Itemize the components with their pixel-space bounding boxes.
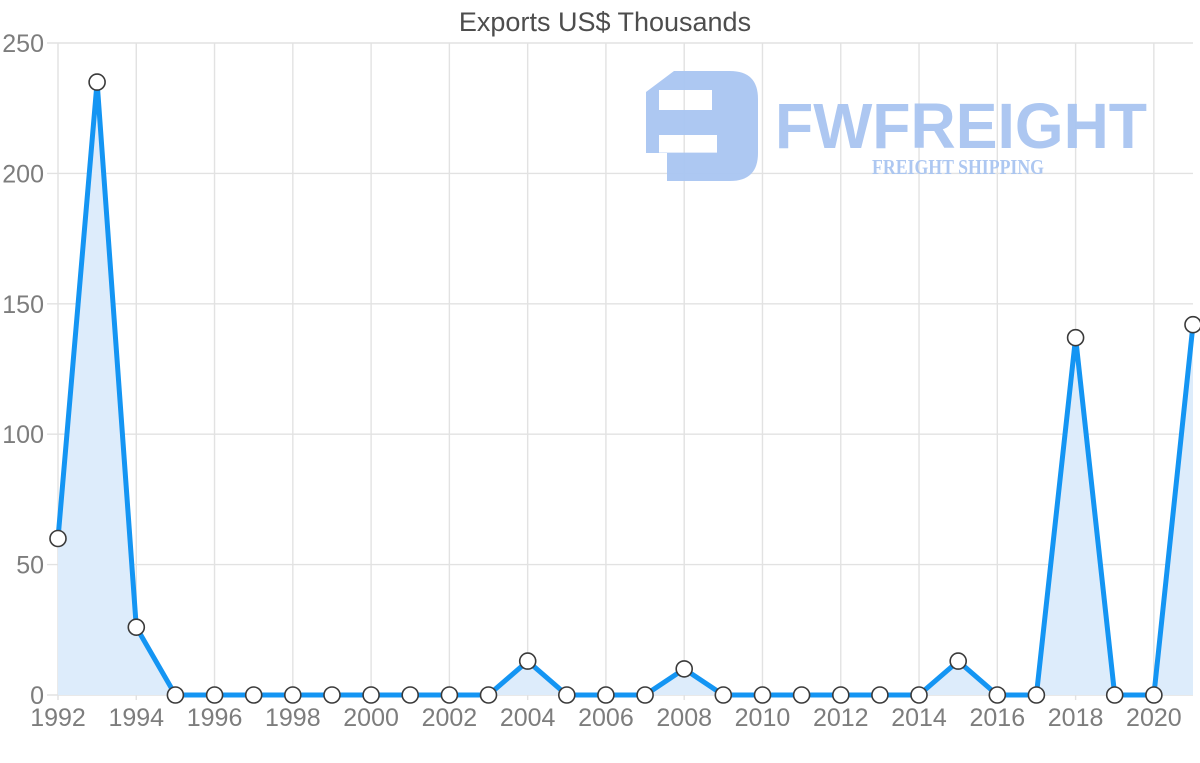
x-axis-tick-labels: 1992 1994 1996 1998 2000 2002 2004 2006 2008 2010… xyxy=(30,704,1181,732)
data-point-marker xyxy=(323,686,341,704)
x-tick-label: 2020 xyxy=(1126,704,1182,732)
data-point-marker xyxy=(244,686,263,704)
data-point-marker xyxy=(636,686,654,704)
data-point-marker xyxy=(831,686,850,704)
x-tick-label: 2004 xyxy=(500,704,556,732)
y-axis-tick-labels: 0 50 100 150 200 250 xyxy=(2,30,44,710)
y-tick-label: 150 xyxy=(2,291,44,319)
x-tick-label: 1994 xyxy=(108,704,164,732)
data-point-marker xyxy=(871,686,889,704)
data-point-marker xyxy=(401,686,420,704)
x-tick-label: 2012 xyxy=(813,704,869,732)
data-point-marker xyxy=(518,652,537,670)
data-point-marker xyxy=(205,686,224,704)
data-point-marker xyxy=(910,686,928,704)
data-point-marker xyxy=(479,686,498,704)
data-point-marker xyxy=(88,73,106,91)
data-point-marker xyxy=(988,686,1007,704)
data-point-marker xyxy=(440,686,459,704)
x-tick-label: 2006 xyxy=(578,704,634,732)
y-tick-label: 250 xyxy=(2,30,44,58)
y-tick-label: 0 xyxy=(30,682,44,710)
logo-tagline-text: FREIGHT SHIPPING xyxy=(872,155,1044,179)
data-point-marker xyxy=(1027,686,1046,704)
x-tick-label: 2016 xyxy=(969,704,1025,732)
x-tick-label: 2014 xyxy=(891,704,947,732)
data-point-marker xyxy=(792,686,811,704)
watermark-logo: FWFREIGHT FREIGHT SHIPPING xyxy=(646,71,1147,181)
data-point-marker xyxy=(714,686,733,704)
x-tick-label: 2010 xyxy=(735,704,791,732)
series-area-fill xyxy=(58,82,1193,696)
data-point-marker xyxy=(675,660,694,678)
x-tick-label: 2002 xyxy=(422,704,478,732)
data-point-marker xyxy=(1066,328,1085,347)
vertical-gridlines xyxy=(57,43,1155,700)
data-point-marker xyxy=(1105,686,1124,704)
data-point-marker xyxy=(753,686,772,704)
x-tick-label: 1998 xyxy=(265,704,321,732)
x-tick-label: 1992 xyxy=(30,704,86,732)
x-tick-label: 1996 xyxy=(187,704,243,732)
data-point-marker xyxy=(166,686,185,704)
data-point-marker xyxy=(127,618,146,637)
data-point-marker xyxy=(1184,315,1200,334)
data-point-marker xyxy=(283,686,302,704)
data-point-marker xyxy=(949,652,968,670)
data-point-marker xyxy=(557,686,576,704)
chart-title: Exports US$ Thousands xyxy=(459,7,751,37)
y-tick-label: 200 xyxy=(2,160,44,188)
data-point-marker xyxy=(597,686,615,704)
series-point-markers xyxy=(49,73,1200,704)
y-tick-label: 50 xyxy=(16,552,44,580)
x-tick-label: 2018 xyxy=(1048,704,1104,732)
x-tick-label: 2000 xyxy=(343,704,399,732)
data-point-marker xyxy=(362,686,380,704)
exports-series xyxy=(49,73,1200,704)
freight-logo-icon xyxy=(646,71,758,181)
x-tick-label: 2008 xyxy=(656,704,712,732)
data-point-marker xyxy=(1145,686,1163,704)
y-tick-label: 100 xyxy=(2,421,44,449)
logo-brand-text: FWFREIGHT xyxy=(775,90,1147,162)
data-point-marker xyxy=(49,529,67,548)
